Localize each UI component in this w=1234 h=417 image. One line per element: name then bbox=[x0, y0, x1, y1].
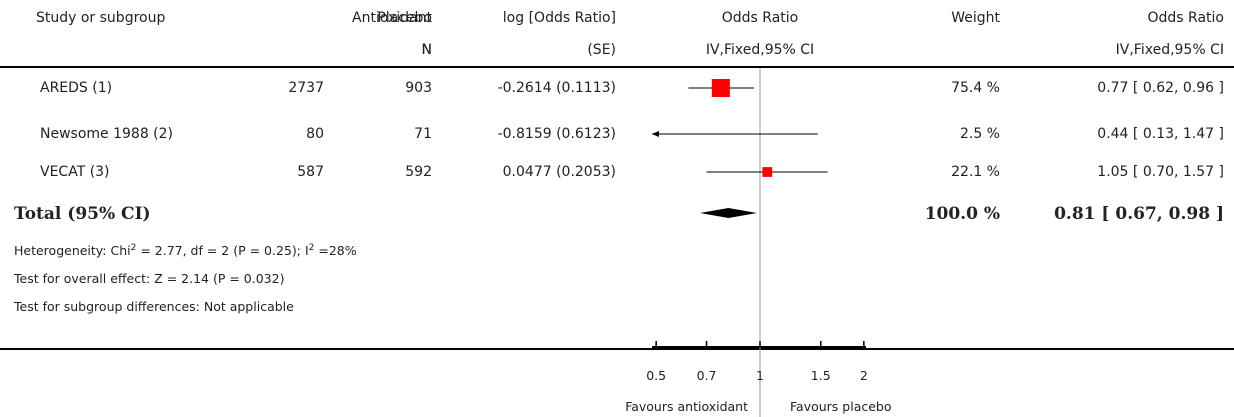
study-name: Newsome 1988 (2) bbox=[40, 126, 174, 142]
favours-antioxidant-label: Favours antioxidant bbox=[625, 399, 748, 414]
log-or-se: -0.2614 (0.1113) bbox=[497, 80, 616, 96]
study-marker bbox=[711, 79, 730, 97]
header-weight: Weight bbox=[951, 10, 1000, 26]
weight: 2.5 % bbox=[959, 126, 1000, 142]
antioxidant-n: 2737 bbox=[288, 80, 324, 96]
subgroup-differences-text: Test for subgroup differences: Not appli… bbox=[14, 299, 294, 314]
x-tick-label: 0.7 bbox=[696, 368, 717, 383]
antioxidant-n: 80 bbox=[306, 126, 324, 142]
header-log-or: log [Odds Ratio] bbox=[502, 10, 616, 26]
header-rule bbox=[0, 66, 1234, 68]
study-name: AREDS (1) bbox=[40, 80, 113, 96]
heterogeneity-text: Heterogeneity: Chi2 = 2.77, df = 2 (P = … bbox=[14, 242, 357, 258]
study-name: VECAT (3) bbox=[40, 164, 110, 180]
header-antioxidant: Antioxidant bbox=[352, 10, 432, 26]
study-marker bbox=[762, 167, 773, 177]
or-ci: 0.77 [ 0.62, 0.96 ] bbox=[1097, 80, 1224, 96]
header-or-plot: Odds Ratio bbox=[721, 10, 799, 26]
header-placebo-n: N bbox=[421, 42, 432, 58]
favours-placebo-label: Favours placebo bbox=[790, 399, 892, 414]
log-or-se: 0.0477 (0.2053) bbox=[502, 164, 616, 180]
x-tick-label: 2 bbox=[859, 368, 868, 383]
header-placebo-label: Placebo bbox=[377, 10, 432, 26]
ci-arrow bbox=[652, 131, 659, 137]
weight: 75.4 % bbox=[951, 80, 1000, 96]
header-log-or-se: (SE) bbox=[587, 42, 616, 58]
antioxidant-n: 587 bbox=[297, 164, 324, 180]
header-or: Odds Ratio bbox=[1147, 10, 1224, 26]
total-or-ci: 0.81 [ 0.67, 0.98 ] bbox=[1054, 204, 1224, 224]
placebo-n: 71 bbox=[414, 126, 432, 142]
or-ci: 0.44 [ 0.13, 1.47 ] bbox=[1097, 126, 1224, 142]
overall-effect-text: Test for overall effect: Z = 2.14 (P = 0… bbox=[14, 271, 285, 286]
or-ci: 1.05 [ 0.70, 1.57 ] bbox=[1097, 164, 1224, 180]
placebo-n: 592 bbox=[405, 164, 432, 180]
header-or-plot-ci: IV,Fixed,95% CI bbox=[705, 42, 815, 58]
header-study: Study or subgroup bbox=[36, 10, 166, 26]
header-or-ci: IV,Fixed,95% CI bbox=[1115, 42, 1224, 58]
weight: 22.1 % bbox=[951, 164, 1000, 180]
x-tick-label: 1 bbox=[756, 368, 764, 383]
x-tick-label: 1.5 bbox=[810, 368, 831, 383]
pooled-diamond bbox=[699, 208, 757, 218]
x-tick-label: 0.5 bbox=[646, 368, 667, 383]
total-weight: 100.0 % bbox=[924, 204, 1000, 224]
log-or-se: -0.8159 (0.6123) bbox=[497, 126, 616, 142]
header-antioxidant-n: N bbox=[421, 42, 432, 58]
bottom-rule bbox=[0, 348, 1234, 350]
placebo-n: 903 bbox=[405, 80, 432, 96]
total-label: Total (95% CI) bbox=[14, 204, 151, 224]
